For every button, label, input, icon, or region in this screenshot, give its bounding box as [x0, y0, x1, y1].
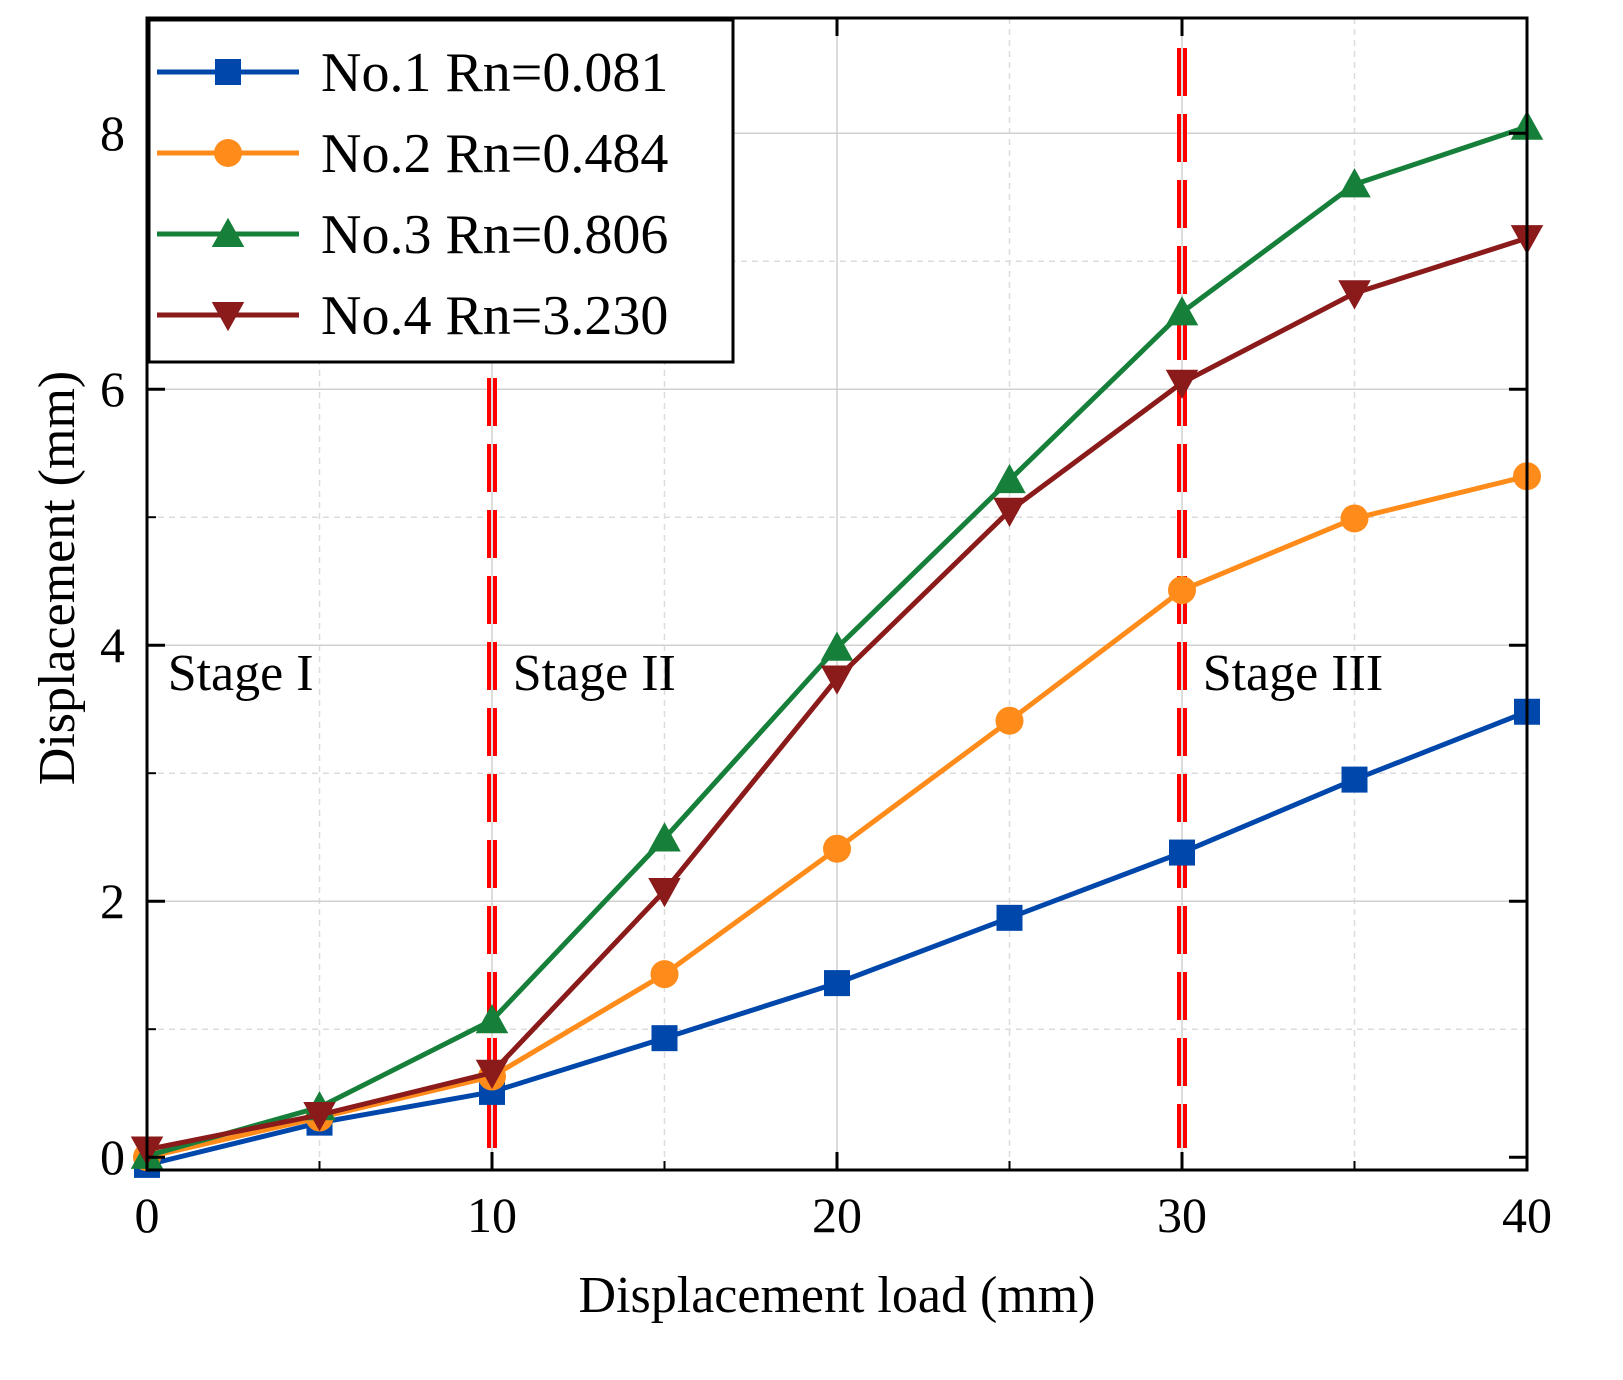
- legend-item-1: No.1 Rn=0.081: [157, 42, 668, 104]
- legend-marker: [211, 302, 245, 332]
- stage-label-3: Stage III: [1203, 645, 1383, 702]
- data-point: [824, 970, 850, 997]
- data-point: [1340, 504, 1369, 533]
- data-point: [1338, 168, 1371, 198]
- y-tick-label: 6: [100, 361, 125, 417]
- legend-item-2: No.2 Rn=0.484: [157, 123, 668, 185]
- legend-item-3: No.3 Rn=0.806: [157, 204, 668, 266]
- data-point: [648, 877, 681, 908]
- x-axis-label: Displacement load (mm): [579, 1267, 1096, 1324]
- x-tick-label: 10: [467, 1187, 517, 1243]
- data-point: [993, 497, 1026, 528]
- y-axis-label: Displacement (mm): [29, 371, 86, 785]
- data-point: [1165, 296, 1199, 326]
- legend-box: [147, 18, 735, 364]
- legend-label: No.3 Rn=0.806: [321, 204, 668, 266]
- data-point: [995, 706, 1024, 735]
- x-tick-label: 20: [812, 1187, 862, 1243]
- data-point: [475, 1003, 509, 1034]
- legend-label: No.4 Rn=3.230: [321, 285, 668, 347]
- data-point: [475, 1059, 509, 1089]
- legend-label: No.1 Rn=0.081: [321, 42, 668, 104]
- data-point: [1338, 280, 1371, 310]
- legend-marker: [214, 139, 242, 167]
- data-point: [1169, 839, 1195, 866]
- stage-label-2: Stage II: [513, 645, 676, 702]
- data-point: [1165, 369, 1199, 400]
- legend-item-4: No.4 Rn=3.230: [157, 285, 668, 347]
- x-tick-label: 40: [1502, 1187, 1552, 1243]
- legend-label: No.2 Rn=0.484: [321, 123, 668, 185]
- stage-annotations: Stage I Stage II Stage III: [168, 645, 1383, 702]
- data-point: [993, 463, 1026, 494]
- axis-ticks: 0 10 20 30 40 0 2 4 6 8: [100, 18, 1552, 1243]
- data-point: [1168, 576, 1196, 605]
- data-point: [996, 904, 1023, 931]
- data-point: [820, 631, 854, 661]
- data-point: [650, 960, 679, 989]
- data-point: [1341, 766, 1368, 793]
- data-point: [303, 1101, 336, 1132]
- legend-marker: [215, 59, 241, 85]
- data-point: [648, 822, 681, 852]
- data-point: [651, 1025, 678, 1052]
- x-tick-label: 0: [135, 1187, 160, 1243]
- y-tick-label: 4: [100, 617, 125, 673]
- data-point: [823, 834, 851, 863]
- legend: No.1 Rn=0.081 No.2 Rn=0.484 No.3 Rn=0.806 N…: [147, 18, 735, 364]
- y-tick-label: 0: [100, 1129, 125, 1185]
- data-point: [820, 665, 854, 695]
- legend-marker: [211, 217, 245, 247]
- series-lines: [130, 110, 1544, 1178]
- stage-label-1: Stage I: [168, 645, 314, 702]
- y-tick-label: 2: [100, 873, 125, 929]
- x-tick-label: 30: [1157, 1187, 1207, 1243]
- y-tick-label: 8: [100, 105, 125, 161]
